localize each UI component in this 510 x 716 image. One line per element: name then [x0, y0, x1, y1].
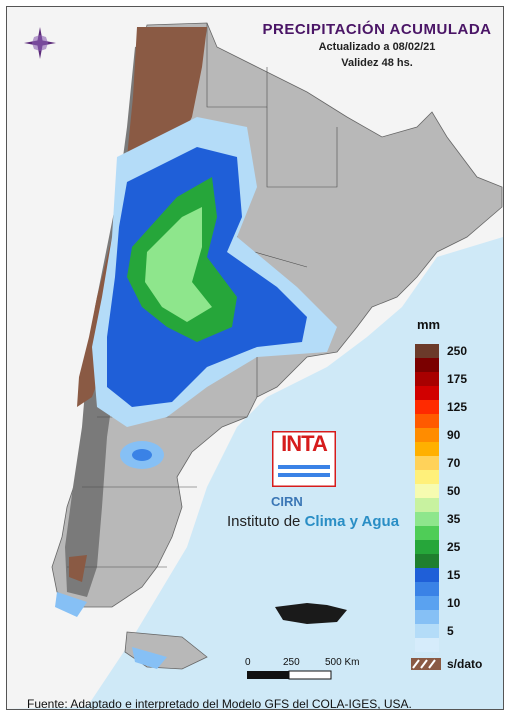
source-footer: Fuente: Adaptado e interpretado del Mode… [27, 697, 412, 710]
legend-label: 90 [447, 428, 461, 442]
inta-brand: INTA [281, 431, 328, 456]
legend-label: 175 [447, 372, 468, 386]
no-data-label: s/dato [447, 657, 483, 671]
legend-swatch [415, 526, 439, 540]
scale-bar [247, 670, 332, 680]
legend-swatch [415, 554, 439, 568]
no-data-swatch-icon [411, 658, 441, 670]
legend-label: 25 [447, 540, 461, 554]
legend: mm 250 175 125 90 70 50 35 25 15 10 5 s/dato [405, 312, 503, 682]
precip-35mm [145, 207, 212, 322]
legend-swatch [415, 596, 439, 610]
legend-swatch [415, 540, 439, 554]
legend-label: 70 [447, 456, 461, 470]
no-data-area-south [69, 555, 87, 582]
validity: Validez 48 hs. [341, 57, 413, 69]
legend-label: 50 [447, 484, 461, 498]
legend-label: 250 [447, 344, 468, 358]
legend-swatch [415, 568, 439, 582]
institute-highlight: Clima y Agua [304, 513, 400, 530]
legend-label: 10 [447, 596, 461, 610]
legend-swatch [415, 344, 439, 358]
legend-swatch [415, 498, 439, 512]
map-title: PRECIPITACIÓN ACUMULADA [262, 21, 492, 38]
legend-label: 15 [447, 568, 461, 582]
scale-label-0: 0 [245, 657, 251, 668]
inta-logo-icon [270, 429, 338, 489]
precipitation-map [7, 7, 503, 709]
malvinas-islands [275, 603, 347, 624]
inta-logo [270, 429, 338, 489]
institute-prefix: Instituto de [227, 513, 301, 530]
legend-label: 125 [447, 400, 468, 414]
scale-label-250: 250 [283, 657, 300, 668]
legend-swatch [415, 582, 439, 596]
legend-swatch [415, 372, 439, 386]
compass-rose-icon [24, 27, 56, 59]
legend-swatch [415, 470, 439, 484]
legend-unit: mm [417, 317, 441, 332]
legend-swatch [415, 400, 439, 414]
legend-swatch [415, 358, 439, 372]
legend-swatch [415, 442, 439, 456]
scale-label-500: 500 Km [325, 657, 360, 668]
cirn-brand: CIRN [271, 494, 303, 509]
legend-swatch [415, 624, 439, 638]
legend-swatch [415, 386, 439, 400]
legend-swatch [415, 512, 439, 526]
legend-swatch [415, 428, 439, 442]
map-frame: PRECIPITACIÓN ACUMULADA Actualizado a 08… [6, 6, 504, 710]
legend-label: 5 [447, 624, 454, 638]
update-date: Actualizado a 08/02/21 [318, 41, 436, 53]
legend-swatch [415, 414, 439, 428]
legend-swatch [415, 638, 439, 652]
institute-name: Instituto de Clima y Agua [227, 513, 399, 530]
precip-south-coast [55, 592, 87, 617]
legend-label: 35 [447, 512, 461, 526]
legend-swatch [415, 456, 439, 470]
legend-swatch [415, 484, 439, 498]
precip-spot-south-core [132, 449, 152, 461]
precip-tdf [132, 647, 167, 669]
legend-swatch [415, 610, 439, 624]
